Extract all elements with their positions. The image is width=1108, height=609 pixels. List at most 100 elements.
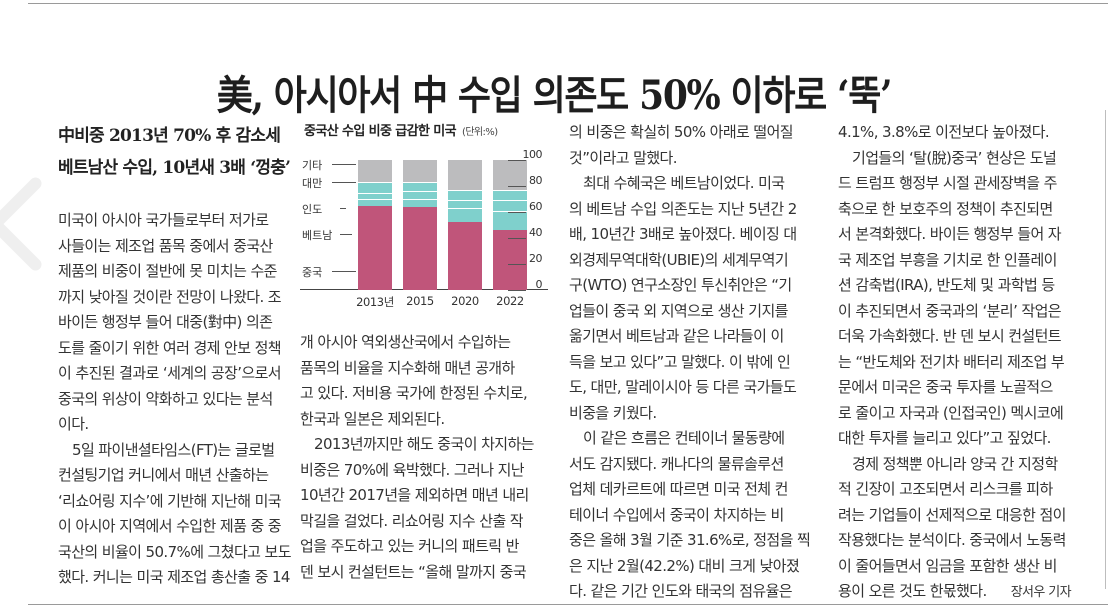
x-axis-tick: 2020 [451, 294, 479, 308]
bar-segment-인도 [358, 192, 392, 199]
article-headline: 美, 아시아서 中 수입 의존도 50% 이하로 ‘뚝’ [216, 71, 893, 119]
article-text-line: 업들이 중국 외 지역으로 생산 기지를 [569, 301, 788, 320]
article-text-line: 도, 대만, 말레이시아 등 다른 국가들도 [569, 378, 797, 396]
article-text-line: 의 비중은 확실히 50% 아래로 떨어질 [569, 123, 794, 141]
article-text-line: 5일 파이낸셜타임스(FT)는 글로벌 [72, 440, 275, 459]
bar-segment-베트남 [358, 199, 392, 206]
article-text-line: 한국과 일본은 제외된다. [300, 409, 445, 428]
chart-bar [358, 160, 392, 290]
x-axis-tick: 2015 [406, 294, 434, 308]
article-text-line: 제품의 비중이 절반에 못 미치는 수준 [58, 262, 277, 280]
article-text-line: 이 아시아 지역에서 수입한 제품 중 중 [58, 517, 282, 535]
x-axis-tick: 2013년 [356, 295, 394, 309]
chevron-left-icon [0, 170, 44, 273]
article-text-line: 배, 10년간 3배로 높아졌다. 베이징 대 [569, 225, 797, 243]
legend-leader-line [332, 271, 356, 272]
bar-segment-중국 [493, 230, 527, 290]
article-text-line: 은 지난 2월(42.2%) 대비 크게 낮아졌 [569, 556, 800, 575]
article-text-line: 막길을 걸었다. 리쇼어링 지수 산출 작 [300, 511, 524, 530]
body-column-3: 의 비중은 확실히 50% 아래로 떨어질 것”이라고 말했다. 최대 수혜국은 베… [569, 120, 819, 605]
y-axis-tick: 40 [508, 226, 543, 239]
y-axis-tick: 80 [508, 174, 543, 187]
article-text-line: 로 줄이고 자국과 (인접국인) 멕시코에 [838, 403, 1064, 422]
article-text-line: 고 있다. 저비용 국가에 한정된 수치로, [300, 384, 528, 402]
chart-title: 중국산 수입 비중 급감한 미국 (단위:%) [304, 124, 498, 139]
article-text-line: 적 긴장이 고조되면서 리스크를 피하 [838, 480, 1053, 498]
bottom-rule [28, 604, 1108, 605]
bar-segment-기타 [448, 160, 482, 190]
article-text-line: 컨설팅기업 커니에서 매년 산출하는 [58, 466, 269, 484]
article-text-line: 서도 감지됐다. 캐나다의 물류솔루션 [569, 454, 784, 473]
y-axis-tick: 20 [508, 252, 543, 265]
article-text-line: 덴 보시 컨설턴트는 “올해 말까지 중국 [300, 562, 527, 581]
article-text-line: 테이너 수입에서 중국이 차지하는 비 [569, 505, 784, 524]
article-text-line: 이 같은 흐름은 컨테이너 물동량에 [583, 429, 785, 447]
article-text-line: 션 감축법(IRA), 반도체 및 과학법 등 [838, 276, 1055, 294]
article-text-line: 대한 투자를 늘리고 있다”고 짚었다. [838, 429, 1051, 447]
bar-segment-대만 [403, 182, 437, 192]
top-rule [28, 3, 1108, 4]
article-text-line: 국산의 비율이 50.7%에 그쳤다고 보도 [58, 542, 292, 561]
bar-segment-대만 [448, 189, 482, 201]
article-text-line: 경제 정책뿐 아니라 양국 간 지정학 [852, 454, 1058, 473]
chart-bar [403, 160, 437, 290]
article-text-line: 는 “반도체와 전기차 배터리 제조업 부 [838, 352, 1065, 371]
bar-segment-베트남 [403, 199, 437, 207]
bar-segment-인도 [403, 191, 437, 200]
bar-segment-인도 [448, 200, 482, 209]
article-text-line: 품목의 비율을 지수화해 매년 공개하 [300, 358, 515, 377]
article-text-line: 했다. 커니는 미국 제조업 총산출 중 14 [58, 568, 290, 586]
article-text-line: 옮기면서 베트남과 같은 나라들이 이 [569, 327, 784, 345]
article-text-line: 비중을 키웠다. [569, 403, 657, 422]
legend-leader-line [340, 208, 346, 209]
chart-bar [448, 160, 482, 290]
legend-label: 인도 [302, 203, 323, 216]
article-text-line: 도를 줄이기 위한 여러 경제 안보 정책 [58, 338, 282, 357]
body-column-4: 4.1%, 3.8%로 이전보다 높아졌다. 기업들의 ‘탈(脫)중국’ 현상은 … [838, 120, 1096, 606]
article-text-line: 의 베트남 수입 의존도는 지난 5년간 2 [569, 199, 797, 218]
article-text-line: 외경제무역대학(UBIE)의 세계무역기 [569, 250, 789, 269]
bar-segment-중국 [448, 222, 482, 290]
article-text-line: 용이 오른 것도 한몫했다. 장서우 기자 [838, 582, 1072, 600]
bar-segment-베트남 [493, 210, 527, 231]
legend-leader-line [332, 182, 356, 183]
article-text-line: ‘리쇼어링 지수’에 기반해 지난해 미국 [58, 491, 282, 510]
article-text-line: 사들이는 제조업 품목 중에서 중국산 [58, 236, 273, 255]
legend-label: 베트남 [302, 229, 333, 242]
legend-label: 기타 [302, 159, 323, 172]
subhead-2: 베트남산 수입, 10년새 3배 ‘껑충’ [58, 158, 291, 178]
byline: 장서우 기자 [1010, 585, 1072, 600]
bar-segment-기타 [358, 160, 392, 183]
article-text-line: 이 추진되면서 중국과의 ‘분리’ 작업은 [838, 301, 1062, 320]
article-text-line: 다. 같은 기간 인도와 태국의 점유율은 [569, 582, 793, 600]
bar-segment-대만 [358, 182, 392, 193]
article-text-line: 국 제조업 부흥을 기치로 한 인플레이 [838, 250, 1057, 269]
article-text-line: 것”이라고 말했다. [569, 148, 678, 167]
bar-segment-중국 [358, 205, 392, 290]
article-text-line: 개 아시아 역외생산국에서 수입하는 [300, 333, 511, 351]
article-text-line: 이 추진된 결과로 ‘세계의 공장’으로서 [58, 364, 282, 382]
article-text-line: 서 본격화했다. 바이든 행정부 들어 자 [838, 225, 1062, 243]
article-text-line: 드 트럼프 행정부 시절 관세장벽을 주 [838, 174, 1057, 192]
chart-plot-area [300, 160, 548, 290]
y-axis-tick: 0 [508, 278, 543, 291]
bar-segment-베트남 [448, 208, 482, 223]
legend-label: 중국 [302, 266, 323, 279]
article-text-line: 비중은 70%에 육박했다. 그러나 지난 [300, 460, 525, 479]
y-axis-tick: 100 [508, 148, 543, 161]
legend-label: 대만 [302, 177, 323, 190]
chart-unit: (단위:%) [462, 127, 498, 138]
article-text-line: 더욱 가속화했다. 반 덴 보시 컨설턴트 [838, 327, 1062, 345]
article-text-line: 바이든 행정부 들어 대중(對中) 의존 [58, 313, 273, 331]
article-text-line: 구(WTO) 연구소장인 투신취안은 “기 [569, 276, 792, 294]
article-text-line: 축으로 한 보호주의 정책이 추진되면 [838, 199, 1053, 218]
stacked-bar-chart: 중국산 수입 비중 급감한 미국 (단위:%) 2013년 2015 2020 2022… [300, 118, 552, 323]
article-text-line: 까지 낮아질 것이란 전망이 나왔다. 조 [58, 287, 282, 306]
legend-leader-line [340, 234, 352, 235]
article-text-line: 중국의 위상이 약화하고 있다는 분석 [58, 389, 273, 408]
article-text-line: 4.1%, 3.8%로 이전보다 높아졌다. [838, 123, 1050, 141]
article-text-line: 업을 주도하고 있는 커니의 패트릭 반 [300, 537, 519, 555]
column-rule [1105, 110, 1106, 589]
article-text-line: 중은 올해 3월 기준 31.6%로, 정점을 찍 [569, 531, 811, 549]
